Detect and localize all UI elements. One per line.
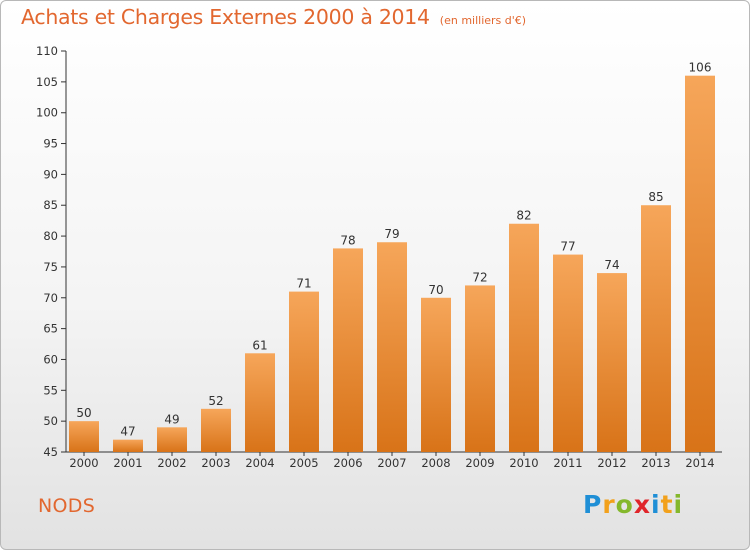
y-tick-label: 45: [43, 445, 58, 459]
bar-value-label: 61: [252, 338, 267, 352]
chart-title-unit: (en milliers d'€): [439, 14, 527, 27]
bar[interactable]: [201, 408, 231, 452]
x-tick-label: 2010: [509, 456, 538, 470]
bar-value-label: 70: [428, 283, 443, 297]
x-tick-label: 2007: [377, 456, 406, 470]
y-tick-label: 95: [43, 137, 58, 151]
y-tick-label: 60: [43, 352, 58, 366]
x-tick-label: 2001: [113, 456, 142, 470]
x-tick-label: 2006: [333, 456, 362, 470]
commune-name: NODS: [38, 495, 96, 517]
x-tick-label: 2014: [685, 456, 714, 470]
x-tick-label: 2000: [69, 456, 98, 470]
y-tick-label: 75: [43, 260, 58, 274]
bar-value-label: 50: [76, 406, 91, 420]
logo-letter: x: [633, 490, 651, 519]
y-tick-label: 90: [43, 167, 58, 181]
bar[interactable]: [509, 223, 539, 452]
bar-value-label: 77: [560, 240, 575, 254]
bar[interactable]: [421, 297, 451, 452]
bar[interactable]: [289, 291, 319, 452]
bar-value-label: 72: [472, 270, 487, 284]
bar-value-label: 47: [120, 425, 135, 439]
bar-value-label: 82: [516, 209, 531, 223]
y-tick-label: 70: [43, 291, 58, 305]
logo-letter: r: [602, 490, 616, 519]
proxiti-logo[interactable]: Proxiti: [583, 490, 683, 519]
logo-letter: P: [583, 490, 603, 519]
bar-value-label: 49: [164, 412, 179, 426]
logo-letter: i: [651, 490, 661, 519]
y-tick-label: 80: [43, 229, 58, 243]
y-tick-label: 110: [36, 44, 58, 58]
x-tick-label: 2003: [201, 456, 230, 470]
bar[interactable]: [641, 205, 671, 452]
y-tick-label: 105: [36, 75, 58, 89]
logo-letter: i: [673, 490, 684, 519]
chart-title: Achats et Charges Externes 2000 à 2014 (e…: [21, 5, 526, 29]
bar[interactable]: [553, 254, 583, 452]
x-tick-label: 2012: [597, 456, 626, 470]
bar[interactable]: [377, 242, 407, 452]
bar-value-label: 78: [340, 233, 355, 247]
bar[interactable]: [597, 273, 627, 452]
x-tick-label: 2004: [245, 456, 274, 470]
y-tick-label: 50: [43, 414, 58, 428]
x-tick-label: 2011: [553, 456, 582, 470]
x-tick-label: 2009: [465, 456, 494, 470]
bar-value-label: 79: [384, 227, 399, 241]
x-tick-label: 2013: [641, 456, 670, 470]
bar[interactable]: [245, 353, 275, 452]
bar-value-label: 52: [208, 394, 223, 408]
y-tick-label: 55: [43, 383, 58, 397]
bar-value-label: 71: [296, 277, 311, 291]
chart-title-main: Achats et Charges Externes 2000 à 2014: [21, 5, 430, 29]
bar[interactable]: [333, 248, 363, 452]
bar[interactable]: [113, 439, 143, 452]
x-tick-label: 2008: [421, 456, 450, 470]
y-tick-label: 85: [43, 198, 58, 212]
logo-letter: t: [660, 490, 674, 519]
bar-value-label: 85: [648, 190, 663, 204]
bar[interactable]: [157, 427, 187, 452]
bar[interactable]: [465, 285, 495, 452]
x-tick-label: 2002: [157, 456, 186, 470]
bar[interactable]: [69, 421, 99, 452]
logo-letter: o: [615, 490, 634, 519]
y-tick-label: 65: [43, 322, 58, 336]
x-tick-label: 2005: [289, 456, 318, 470]
bar-value-label: 74: [604, 258, 619, 272]
y-tick-label: 100: [36, 106, 58, 120]
bar[interactable]: [685, 75, 715, 452]
bar-value-label: 106: [689, 61, 712, 75]
